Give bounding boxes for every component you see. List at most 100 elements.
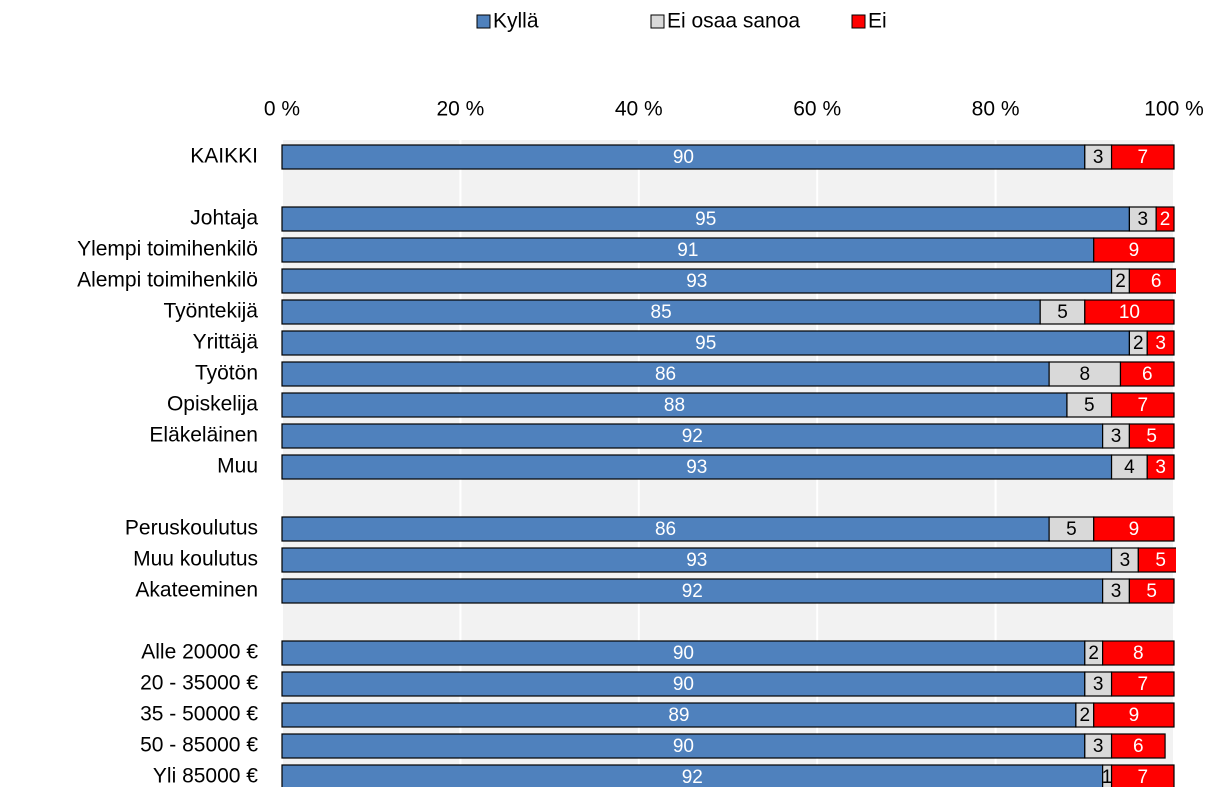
- bar-segment: [281, 454, 1113, 480]
- value-label: 9: [1129, 705, 1140, 726]
- value-label: 3: [1093, 147, 1104, 168]
- value-label: 8: [1133, 643, 1144, 664]
- legend-label: Ei: [868, 10, 887, 33]
- legend-label: Ei osaa sanoa: [667, 10, 800, 33]
- value-label: 2: [1115, 271, 1126, 292]
- value-label: 90: [673, 643, 694, 664]
- legend-swatch: [476, 14, 491, 29]
- category-label: 50 - 85000 €: [140, 734, 258, 757]
- bar-segment: [281, 640, 1086, 666]
- bar-segment: [1155, 206, 1175, 232]
- value-label: 7: [1137, 767, 1148, 787]
- value-label: 2: [1133, 333, 1144, 354]
- category-label: Opiskelija: [167, 393, 258, 416]
- bar-segment: [1093, 702, 1175, 728]
- value-label: 1: [1102, 767, 1113, 787]
- value-label: 6: [1151, 271, 1162, 292]
- bar-segment: [1128, 206, 1157, 232]
- bar-segment: [1146, 454, 1175, 480]
- x-tick-label: 100 %: [1144, 98, 1204, 121]
- bar-segment: [1084, 144, 1113, 170]
- x-tick-label: 0 %: [264, 98, 300, 121]
- value-label: 90: [673, 147, 694, 168]
- category-label: Akateeminen: [135, 579, 258, 602]
- category-label: Muu koulutus: [133, 548, 258, 571]
- value-label: 92: [682, 581, 703, 602]
- bar-segment: [281, 361, 1050, 387]
- bar-segment: [1110, 733, 1166, 759]
- x-tick-label: 80 %: [972, 98, 1020, 121]
- bar-segment: [1128, 578, 1175, 604]
- value-label: 5: [1084, 395, 1095, 416]
- value-label: 6: [1142, 364, 1153, 385]
- bar-segment: [1093, 237, 1175, 263]
- value-label: 92: [682, 767, 703, 787]
- value-label: 92: [682, 426, 703, 447]
- category-label: KAIKKI: [190, 145, 258, 168]
- bar-segment: [1102, 578, 1131, 604]
- value-label: 4: [1124, 457, 1135, 478]
- value-label: 88: [664, 395, 685, 416]
- legend-swatch: [650, 14, 665, 29]
- x-tick-label: 60 %: [793, 98, 841, 121]
- bar-segment: [1084, 671, 1113, 697]
- value-label: 2: [1088, 643, 1099, 664]
- value-label: 5: [1146, 426, 1157, 447]
- bar-segment: [1137, 547, 1176, 573]
- category-label: 20 - 35000 €: [140, 672, 258, 695]
- value-label: 93: [686, 457, 707, 478]
- value-label: 7: [1137, 147, 1148, 168]
- category-label: Ylempi toimihenkilö: [77, 238, 258, 261]
- value-label: 3: [1155, 333, 1166, 354]
- category-label: Työntekijä: [163, 300, 258, 323]
- value-label: 7: [1137, 674, 1148, 695]
- bar-segment: [1110, 392, 1175, 418]
- bar-segment: [1084, 299, 1175, 325]
- value-label: 7: [1137, 395, 1148, 416]
- value-label: 8: [1080, 364, 1091, 385]
- bar-segment: [1110, 671, 1175, 697]
- category-label: Johtaja: [190, 207, 258, 230]
- bar-segment: [281, 547, 1113, 573]
- category-label: Alle 20000 €: [141, 641, 258, 664]
- category-label: Työtön: [195, 362, 258, 385]
- category-label: Muu: [217, 455, 258, 478]
- category-label: Alempi toimihenkilö: [77, 269, 258, 292]
- value-label: 86: [655, 519, 676, 540]
- bar-segment: [1048, 361, 1122, 387]
- value-label: 5: [1057, 302, 1068, 323]
- bar-segment: [1110, 764, 1175, 787]
- category-label: Peruskoulutus: [125, 517, 258, 540]
- bar-segment: [1146, 330, 1175, 356]
- bar-segment: [1039, 299, 1086, 325]
- legend-label: Kyllä: [493, 10, 539, 33]
- bar-segment: [1110, 454, 1148, 480]
- bar-segment: [1119, 361, 1175, 387]
- value-label: 9: [1129, 240, 1140, 261]
- bar-segment: [281, 299, 1041, 325]
- bar-segment: [1048, 516, 1095, 542]
- value-label: 10: [1119, 302, 1140, 323]
- value-label: 85: [651, 302, 672, 323]
- bar-segment: [1110, 547, 1139, 573]
- bar-segment: [281, 206, 1131, 232]
- value-label: 3: [1111, 426, 1122, 447]
- bar-segment: [281, 733, 1086, 759]
- bar-segment: [281, 237, 1095, 263]
- value-label: 6: [1133, 736, 1144, 757]
- category-label: Yli 85000 €: [153, 765, 258, 787]
- value-label: 91: [677, 240, 698, 261]
- legend-swatch: [851, 14, 866, 29]
- value-label: 3: [1111, 581, 1122, 602]
- value-label: 5: [1066, 519, 1077, 540]
- x-tick-label: 20 %: [436, 98, 484, 121]
- value-label: 3: [1120, 550, 1131, 571]
- value-label: 86: [655, 364, 676, 385]
- value-label: 5: [1155, 550, 1166, 571]
- value-label: 3: [1137, 209, 1148, 230]
- value-label: 93: [686, 550, 707, 571]
- value-label: 2: [1160, 209, 1171, 230]
- value-label: 2: [1080, 705, 1091, 726]
- bar-segment: [1128, 268, 1176, 294]
